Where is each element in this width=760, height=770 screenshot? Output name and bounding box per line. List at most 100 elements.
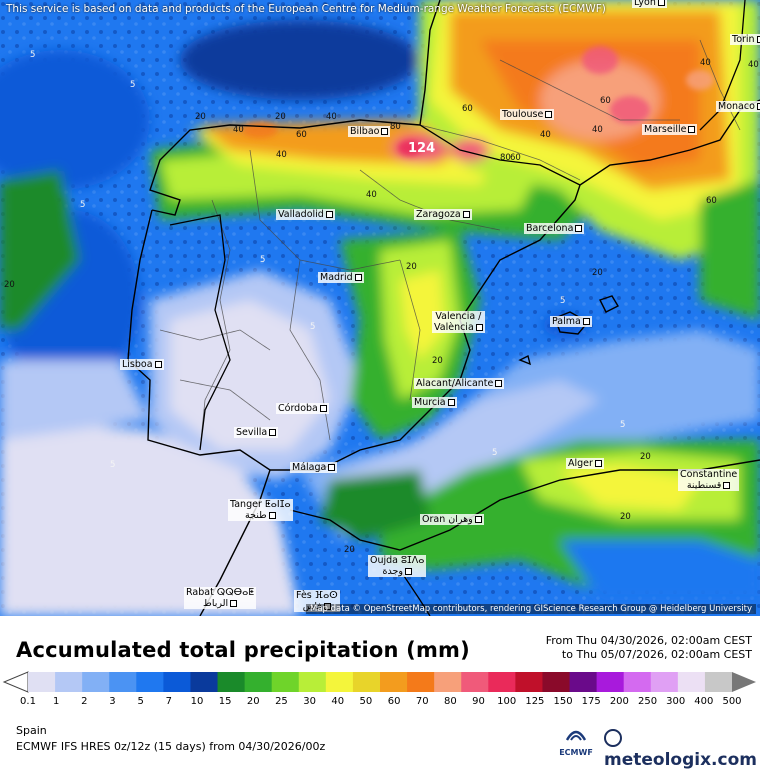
scale-swatch: [55, 672, 83, 692]
region-label: Spain: [16, 724, 47, 737]
contour-label: 20: [344, 545, 355, 555]
contour-label: 60: [510, 153, 521, 163]
scale-tick-label: 100: [497, 696, 517, 707]
contour-label: 5: [310, 322, 316, 332]
city-label: Palma: [550, 316, 592, 327]
city-label: Marseille: [642, 124, 698, 135]
contour-label: 40: [748, 60, 759, 70]
scale-swatch: [515, 672, 543, 692]
range-from: From Thu 04/30/2026, 02:00am CEST: [545, 634, 752, 647]
contour-label: 40: [700, 58, 711, 68]
contour-label: 5: [560, 296, 566, 306]
scale-swatch: [298, 672, 327, 692]
city-label: Alacant/Alicante: [414, 378, 505, 389]
city-label: Toulouse: [500, 109, 555, 120]
city-label: Valladolid: [276, 209, 335, 220]
scale-tick-label: 2: [81, 696, 88, 707]
scale-swatch: [109, 672, 137, 692]
scale-swatch: [136, 672, 164, 692]
city-label: Córdoba: [276, 403, 329, 414]
scale-swatch: [677, 672, 706, 692]
contour-label: 40: [326, 112, 337, 122]
precipitation-map[interactable]: This service is based on data and produc…: [0, 0, 760, 616]
city-label: Barcelona: [524, 223, 585, 234]
contour-label: 40: [276, 150, 287, 160]
scale-tick-label: 300: [666, 696, 686, 707]
scale-swatch: [380, 672, 408, 692]
contour-label: 5: [80, 200, 86, 210]
city-marker: [756, 103, 760, 110]
contour-label: 20: [620, 512, 631, 522]
city-marker: [230, 600, 238, 607]
scale-swatch: [569, 672, 598, 692]
osm-attribution: Map data © OpenStreetMap contributors, r…: [306, 604, 756, 614]
map-title: Accumulated total precipitation (mm): [16, 638, 470, 662]
city-marker: [269, 429, 277, 436]
contour-label: 20: [640, 452, 651, 462]
scale-swatch: [82, 672, 110, 692]
city-marker: [688, 126, 696, 133]
contour-label: 80: [390, 122, 401, 132]
contour-label: 5: [30, 50, 36, 60]
city-marker: [495, 380, 503, 387]
scale-tick-label: 0.1: [20, 696, 36, 707]
scale-swatch: [352, 672, 381, 692]
scale-tick-label: 80: [444, 696, 457, 707]
contour-label: 80: [500, 153, 511, 163]
contour-label: 20: [4, 280, 15, 290]
scale-swatch: [488, 672, 516, 692]
contour-label: 20: [406, 262, 417, 272]
scale-swatch: [623, 672, 652, 692]
city-marker: [154, 361, 162, 368]
contour-label: 60: [600, 96, 611, 106]
scale-swatch: [244, 672, 273, 692]
scale-swatch: [596, 672, 625, 692]
city-marker: [582, 318, 590, 325]
city-marker: [475, 324, 483, 331]
meteologix-logo[interactable]: meteologix.com: [604, 729, 760, 770]
contour-label: 5: [130, 80, 136, 90]
city-label: Oran وهران: [420, 514, 484, 525]
contour-label: 20: [195, 112, 206, 122]
scale-swatch: [704, 672, 733, 692]
scale-swatch: [434, 672, 462, 692]
city-marker: [756, 36, 760, 43]
contour-label: 60: [462, 104, 473, 114]
time-range: From Thu 04/30/2026, 02:00am CEST to Thu…: [546, 634, 752, 662]
city-marker: [657, 0, 665, 6]
scale-tick-label: 250: [637, 696, 658, 707]
contour-label: 5: [110, 460, 116, 470]
city-marker: [381, 128, 389, 135]
scale-swatch: [163, 672, 191, 692]
city-marker: [474, 516, 482, 523]
scale-tick-label: 400: [694, 696, 714, 707]
scale-swatch: [217, 672, 246, 692]
map-canvas: [0, 0, 760, 616]
range-to: to Thu 05/07/2026, 02:00am CEST: [561, 648, 752, 661]
scale-tick-label: 20: [246, 696, 260, 707]
scale-swatch: [28, 672, 56, 692]
scale-tick-label: 40: [331, 696, 345, 707]
scale-swatch: [407, 672, 435, 692]
city-label: Valencia / València: [432, 311, 485, 333]
city-marker: [319, 405, 327, 412]
city-marker: [404, 568, 412, 575]
city-marker: [447, 399, 455, 406]
scale-ticks: 0.1 1 2 3 5 7 10 15 20 25 30 40 50 60 70 80 90 100 125 150 1…: [0, 696, 760, 710]
scale-tick-label: 200: [609, 696, 629, 707]
contour-label: 20: [432, 356, 443, 366]
ecmwf-logo: ECMWF: [556, 728, 596, 758]
scale-tick-label: 70: [415, 696, 429, 707]
country-border: [169, 0, 746, 616]
city-marker: [325, 211, 333, 218]
city-label: Murcia: [412, 397, 457, 408]
contour-label: 40: [366, 190, 377, 200]
scale-tick-label: 60: [387, 696, 401, 707]
city-label: Sevilla: [234, 427, 279, 438]
city-label: Alger: [566, 458, 604, 469]
scale-tick-label: 150: [553, 696, 573, 707]
city-marker: [268, 512, 276, 519]
city-marker: [723, 482, 731, 489]
city-label: Constantine قسنطينة: [678, 469, 740, 491]
contour-label: 40: [233, 125, 244, 135]
